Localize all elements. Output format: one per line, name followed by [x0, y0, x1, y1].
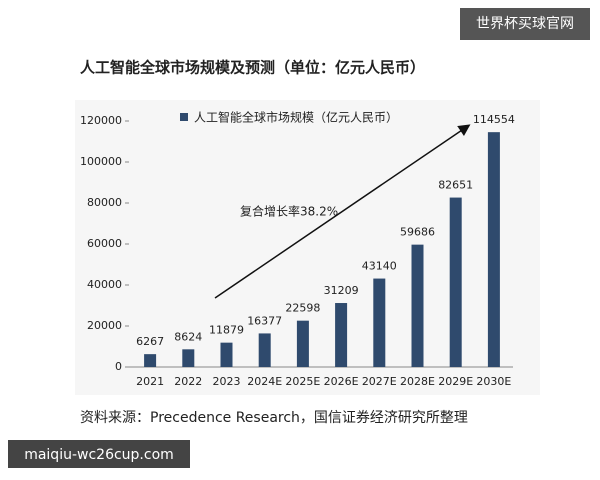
x-tick-label: 2029E	[438, 375, 473, 388]
bar	[449, 197, 462, 367]
data-label: 114554	[473, 113, 515, 126]
x-tick-label: 2025E	[285, 375, 320, 388]
legend-label: 人工智能全球市场规模（亿元人民币）	[194, 110, 398, 125]
x-tick-label: 2024E	[247, 375, 282, 388]
legend-swatch	[180, 113, 188, 121]
bar	[258, 333, 271, 367]
bar	[182, 349, 195, 367]
y-tick-label: 20000	[87, 319, 122, 332]
x-tick-label: 2023	[213, 375, 241, 388]
x-tick-label: 2030E	[476, 375, 511, 388]
x-tick-label: 2021	[136, 375, 164, 388]
x-tick-label: 2027E	[362, 375, 397, 388]
bar	[373, 278, 386, 367]
data-label: 16377	[247, 314, 282, 327]
data-label: 22598	[285, 302, 320, 315]
annotation: 复合增长率38.2%	[240, 204, 338, 219]
data-label: 31209	[324, 284, 359, 297]
watermark: maiqiu-wc26cup.com	[24, 447, 174, 463]
bar	[411, 244, 424, 367]
source: 资料来源：Precedence Research，国信证券经济研究所整理	[80, 410, 468, 426]
data-label: 43140	[362, 260, 397, 273]
data-label: 82651	[438, 179, 473, 192]
y-tick-label: 40000	[87, 278, 122, 291]
badge-box	[460, 8, 590, 40]
data-label: 8624	[174, 330, 202, 343]
watermark-box	[8, 440, 190, 468]
bar	[220, 342, 233, 367]
data-label: 11879	[209, 324, 244, 337]
data-label: 6267	[136, 335, 164, 348]
y-tick-label: 0	[115, 360, 122, 373]
y-tick-label: 120000	[80, 114, 122, 127]
y-tick-label: 80000	[87, 196, 122, 209]
bar	[335, 303, 348, 367]
x-tick-label: 2022	[174, 375, 202, 388]
bar	[296, 320, 309, 367]
x-tick-label: 2026E	[324, 375, 359, 388]
growth-arrow	[214, 124, 471, 299]
bar	[487, 132, 500, 367]
x-tick-label: 2028E	[400, 375, 435, 388]
y-tick-label: 100000	[80, 155, 122, 168]
bar	[144, 354, 157, 367]
y-tick-label: 60000	[87, 237, 122, 250]
data-label: 59686	[400, 226, 435, 239]
badge: 世界杯买球官网	[476, 16, 574, 32]
chart-title: 人工智能全球市场规模及预测（单位：亿元人民币）	[80, 59, 425, 77]
